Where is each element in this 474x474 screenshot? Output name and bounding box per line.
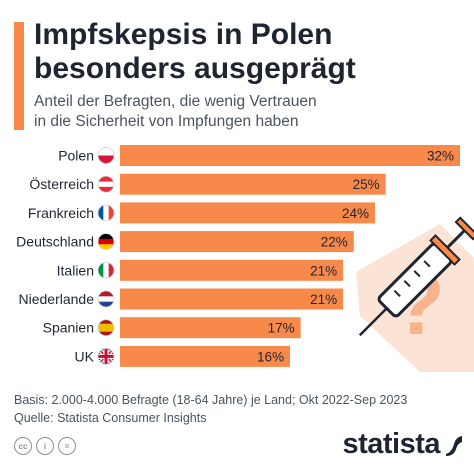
france-flag-icon (97, 204, 115, 222)
category-label: Spanien (43, 320, 94, 336)
statista-wave-icon (446, 436, 462, 456)
value-label: 17% (268, 321, 295, 336)
italy-flag-icon (97, 261, 115, 279)
uk-flag-icon (97, 347, 115, 365)
category-label: Niederlande (19, 291, 95, 307)
chart-notes: Basis: 2.000-4.000 Befragte (18-64 Jahre… (14, 391, 407, 427)
statista-logo[interactable]: statista (342, 428, 440, 460)
poland-flag-icon (97, 147, 115, 164)
value-label: 32% (427, 149, 454, 164)
germany-flag-icon (97, 233, 115, 251)
title-accent-bar (14, 22, 24, 130)
value-label: 16% (257, 349, 284, 364)
bar-3 (120, 231, 354, 253)
bar-4 (120, 259, 344, 281)
value-label: 24% (342, 206, 369, 221)
bar-1 (120, 173, 386, 195)
attribution-icon[interactable]: i (36, 437, 54, 455)
spain-flag-icon (97, 319, 115, 337)
chart-subtitle: Anteil der Befragten, die wenig Vertraue… (34, 93, 317, 130)
bar-6 (120, 317, 301, 339)
category-label: UK (75, 348, 95, 364)
category-label: Italien (57, 262, 94, 278)
category-label: Deutschland (16, 234, 94, 250)
note-basis: Basis: 2.000-4.000 Befragte (18-64 Jahre… (14, 393, 408, 407)
bar-5 (120, 288, 344, 310)
license-icons: cc i = (14, 437, 76, 455)
value-label: 21% (310, 292, 337, 307)
no-derivatives-icon[interactable]: = (58, 437, 76, 455)
austria-flag-icon (97, 175, 115, 193)
value-label: 25% (353, 177, 380, 192)
syringe-illustration: ? (356, 216, 474, 372)
category-label: Frankreich (28, 205, 94, 221)
value-label: 22% (321, 235, 348, 250)
chart-title: Impfskepsis in Polen besonders ausgepräg… (34, 18, 356, 85)
category-label: Österreich (29, 175, 94, 192)
category-label: Polen (58, 148, 94, 164)
bar-7 (120, 345, 290, 367)
note-source: Quelle: Statista Consumer Insights (14, 411, 207, 425)
bar-2 (120, 202, 375, 224)
bar-0 (120, 145, 460, 166)
creative-commons-icon[interactable]: cc (14, 437, 32, 455)
value-label: 21% (310, 263, 337, 278)
netherlands-flag-icon (97, 290, 115, 308)
